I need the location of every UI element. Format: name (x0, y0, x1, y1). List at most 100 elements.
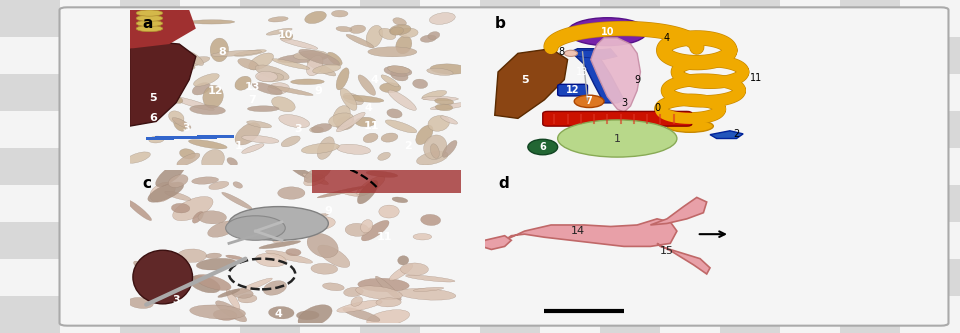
Ellipse shape (307, 233, 338, 258)
Bar (240, 296, 300, 333)
Ellipse shape (356, 176, 385, 196)
Bar (720, 37, 780, 74)
Bar (420, 37, 480, 74)
Ellipse shape (430, 103, 469, 110)
Polygon shape (130, 41, 196, 126)
Ellipse shape (428, 32, 440, 40)
Bar (540, 111, 600, 148)
Bar (360, 259, 420, 296)
Bar (540, 296, 600, 333)
Bar (540, 148, 600, 185)
Ellipse shape (337, 300, 382, 312)
Ellipse shape (420, 35, 436, 42)
Bar (420, 74, 480, 111)
Bar (840, 222, 900, 259)
Bar (151, 137, 156, 140)
Bar (161, 136, 166, 140)
Bar (176, 136, 180, 140)
Bar (780, 222, 840, 259)
Text: 6: 6 (149, 113, 156, 124)
Ellipse shape (344, 287, 363, 297)
Ellipse shape (375, 276, 401, 300)
Ellipse shape (347, 34, 373, 48)
Ellipse shape (226, 216, 285, 240)
Text: 4: 4 (275, 309, 282, 319)
Ellipse shape (259, 241, 300, 249)
Ellipse shape (180, 149, 196, 159)
Ellipse shape (381, 133, 397, 142)
Ellipse shape (229, 206, 328, 240)
Bar (720, 296, 780, 333)
Bar (240, 0, 300, 37)
Bar (180, 74, 240, 111)
Ellipse shape (423, 135, 446, 160)
Ellipse shape (301, 216, 335, 230)
Ellipse shape (384, 66, 412, 76)
Bar (660, 0, 720, 37)
Bar (600, 259, 660, 296)
Ellipse shape (194, 74, 219, 86)
Text: 2: 2 (404, 141, 412, 151)
Bar (120, 296, 180, 333)
Text: 10: 10 (601, 27, 614, 37)
Bar (540, 37, 600, 74)
Bar (300, 111, 360, 148)
Text: a: a (143, 16, 154, 31)
Polygon shape (571, 49, 617, 60)
Ellipse shape (299, 49, 340, 66)
Bar (420, 148, 480, 185)
Bar (300, 296, 360, 333)
Bar (720, 259, 780, 296)
Ellipse shape (280, 32, 293, 41)
Ellipse shape (150, 182, 175, 202)
Bar (360, 74, 420, 111)
Bar (180, 136, 185, 139)
Ellipse shape (136, 26, 162, 32)
Ellipse shape (336, 68, 349, 90)
Ellipse shape (174, 118, 186, 131)
Bar (120, 148, 180, 185)
Bar (193, 136, 198, 139)
Ellipse shape (294, 51, 327, 60)
Text: 9: 9 (635, 75, 640, 85)
Ellipse shape (145, 41, 176, 50)
Bar (900, 74, 960, 111)
Bar (840, 148, 900, 185)
Text: 8: 8 (558, 47, 564, 57)
Bar (660, 296, 720, 333)
Ellipse shape (169, 111, 184, 124)
Ellipse shape (357, 180, 378, 204)
Ellipse shape (413, 233, 432, 240)
Polygon shape (505, 219, 677, 246)
Ellipse shape (417, 151, 448, 165)
Ellipse shape (307, 61, 336, 76)
Ellipse shape (340, 88, 357, 111)
Ellipse shape (317, 186, 364, 198)
Ellipse shape (126, 152, 151, 163)
Bar (170, 136, 175, 140)
Ellipse shape (177, 153, 200, 166)
Bar (360, 185, 420, 222)
Ellipse shape (361, 219, 372, 233)
Polygon shape (710, 131, 743, 139)
Ellipse shape (379, 205, 399, 218)
Ellipse shape (127, 200, 152, 220)
Bar (600, 111, 660, 148)
Ellipse shape (344, 95, 384, 102)
Bar (900, 222, 960, 259)
Bar (225, 135, 229, 138)
Bar (191, 136, 196, 139)
Bar (120, 185, 180, 222)
Bar (720, 148, 780, 185)
Ellipse shape (173, 196, 213, 221)
Ellipse shape (358, 278, 409, 292)
Ellipse shape (398, 28, 419, 38)
Ellipse shape (136, 15, 162, 21)
Bar (180, 111, 240, 148)
Bar (210, 135, 215, 139)
Ellipse shape (136, 20, 162, 27)
Bar (0, 74, 60, 111)
Ellipse shape (355, 117, 376, 127)
Bar (60, 296, 120, 333)
Ellipse shape (277, 187, 305, 199)
